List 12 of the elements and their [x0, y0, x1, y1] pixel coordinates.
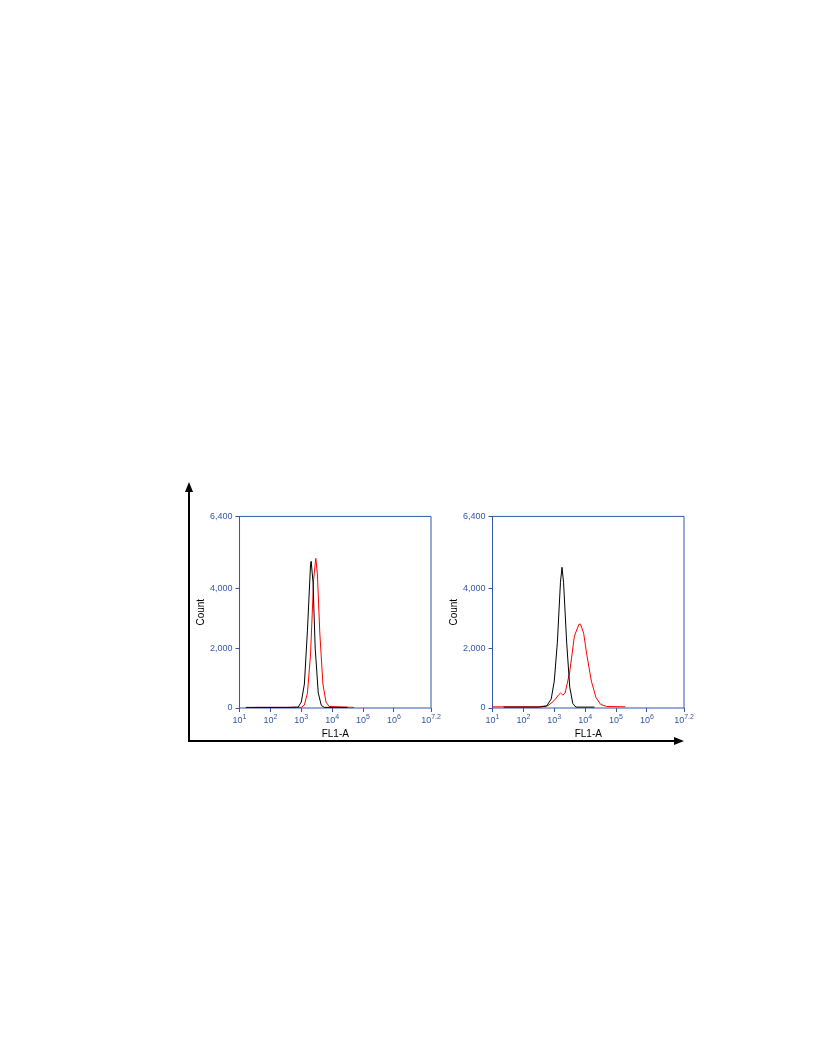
y-tick-label: 0: [227, 702, 233, 713]
x-axis-title: FL1-A: [574, 727, 603, 739]
y-tick-label: 4,000: [462, 582, 486, 593]
y-tick-label: 0: [480, 702, 486, 713]
y-tick-label: 6,400: [462, 510, 486, 521]
y-axis-title: Count: [194, 598, 206, 626]
y-tick-label: 6,400: [209, 510, 233, 521]
y-tick-label: 4,000: [209, 582, 233, 593]
x-axis-title: FL1-A: [321, 727, 350, 739]
y-tick-label: 2,000: [462, 642, 486, 653]
y-axis-title: Count: [447, 598, 459, 626]
y-tick-label: 2,000: [209, 642, 233, 653]
